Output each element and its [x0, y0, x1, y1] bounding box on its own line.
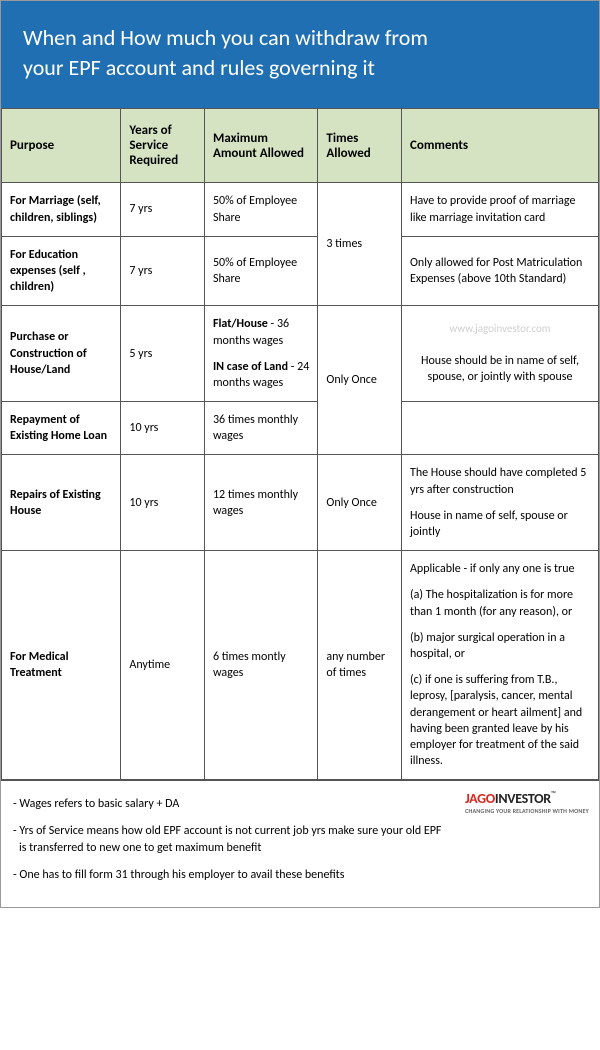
cell-comments: Have to provide proof of marriage like m…	[401, 183, 598, 236]
max-label-b: IN case of Land	[213, 360, 288, 374]
cell-purpose: Purchase or Construction of House/Land	[2, 306, 121, 402]
cell-times: Only Once	[318, 455, 402, 551]
epf-rules-table: Purpose Years of Service Required Maximu…	[1, 108, 599, 780]
cell-max: 12 times monthly wages	[204, 455, 317, 551]
table-row: For Medical Treatment Anytime 6 times mo…	[2, 551, 599, 780]
logo-tagline: CHANGING YOUR RELATIONSHIP WITH MONEY	[465, 808, 589, 814]
table-row: Repairs of Existing House 10 yrs 12 time…	[2, 455, 599, 551]
table-row: Purchase or Construction of House/Land 5…	[2, 306, 599, 402]
note-3: - One has to fill form 31 through his em…	[13, 867, 591, 884]
cell-purpose: For Medical Treatment	[2, 551, 121, 780]
title-line-2: your EPF account and rules governing it	[23, 54, 375, 81]
cell-comments: The House should have completed 5 yrs af…	[401, 455, 598, 551]
c-intro: Applicable - if only any one is true	[410, 561, 590, 577]
cell-times: 3 times	[318, 183, 402, 306]
c-c: (c) if one is suffering from T.B., lepro…	[410, 672, 590, 769]
logo: JAGOINVESTOR™ CHANGING YOUR RELATIONSHIP…	[465, 789, 589, 814]
comments-text: House should be in name of self, spouse,…	[410, 353, 590, 385]
cell-years: 10 yrs	[121, 455, 205, 551]
cell-purpose: For Education expenses (self , children)	[2, 236, 121, 306]
max-label-a: Flat/House	[213, 317, 268, 331]
cell-max: 50% of Employee Share	[204, 236, 317, 306]
col-years: Years of Service Required	[121, 109, 205, 183]
cell-purpose: Repairs of Existing House	[2, 455, 121, 551]
cell-years: 7 yrs	[121, 183, 205, 236]
logo-tm: ™	[551, 789, 556, 798]
cell-years: Anytime	[121, 551, 205, 780]
cell-comments	[401, 402, 598, 455]
note-2: - Yrs of Service means how old EPF accou…	[13, 823, 443, 857]
cell-purpose: For Marriage (self, children, siblings)	[2, 183, 121, 236]
cell-comments: Only allowed for Post Matriculation Expe…	[401, 236, 598, 306]
table-row: Repayment of Existing Home Loan 10 yrs 3…	[2, 402, 599, 455]
title-banner: When and How much you can withdraw from …	[1, 1, 599, 108]
logo-part1: JAGO	[465, 790, 495, 807]
cell-purpose: Repayment of Existing Home Loan	[2, 402, 121, 455]
col-comments: Comments	[401, 109, 598, 183]
table-row: For Education expenses (self , children)…	[2, 236, 599, 306]
cell-max: 36 times monthly wages	[204, 402, 317, 455]
cell-comments: Applicable - if only any one is true (a)…	[401, 551, 598, 780]
c-b: (b) major surgical operation in a hospit…	[410, 630, 590, 662]
cell-years: 7 yrs	[121, 236, 205, 306]
cell-years: 5 yrs	[121, 306, 205, 402]
document-container: When and How much you can withdraw from …	[0, 0, 600, 908]
col-times: Times Allowed	[318, 109, 402, 183]
footnotes: JAGOINVESTOR™ CHANGING YOUR RELATIONSHIP…	[1, 780, 599, 907]
cell-max: 6 times montly wages	[204, 551, 317, 780]
col-purpose: Purpose	[2, 109, 121, 183]
title-line-1: When and How much you can withdraw from	[23, 24, 428, 51]
comments-b: House in name of self, spouse or jointly	[410, 508, 590, 540]
watermark-text: www.jagoinvestor.com	[410, 322, 590, 337]
cell-times: Only Once	[318, 306, 402, 455]
c-a: (a) The hospitalization is for more than…	[410, 587, 590, 619]
cell-years: 10 yrs	[121, 402, 205, 455]
comments-a: The House should have completed 5 yrs af…	[410, 465, 590, 497]
cell-comments: www.jagoinvestor.com House should be in …	[401, 306, 598, 402]
cell-max: 50% of Employee Share	[204, 183, 317, 236]
col-max: Maximum Amount Allowed	[204, 109, 317, 183]
cell-times: any number of times	[318, 551, 402, 780]
table-row: For Marriage (self, children, siblings) …	[2, 183, 599, 236]
logo-part2: INVESTOR	[495, 790, 551, 807]
cell-max: Flat/House - 36 months wages IN case of …	[204, 306, 317, 402]
table-header-row: Purpose Years of Service Required Maximu…	[2, 109, 599, 183]
